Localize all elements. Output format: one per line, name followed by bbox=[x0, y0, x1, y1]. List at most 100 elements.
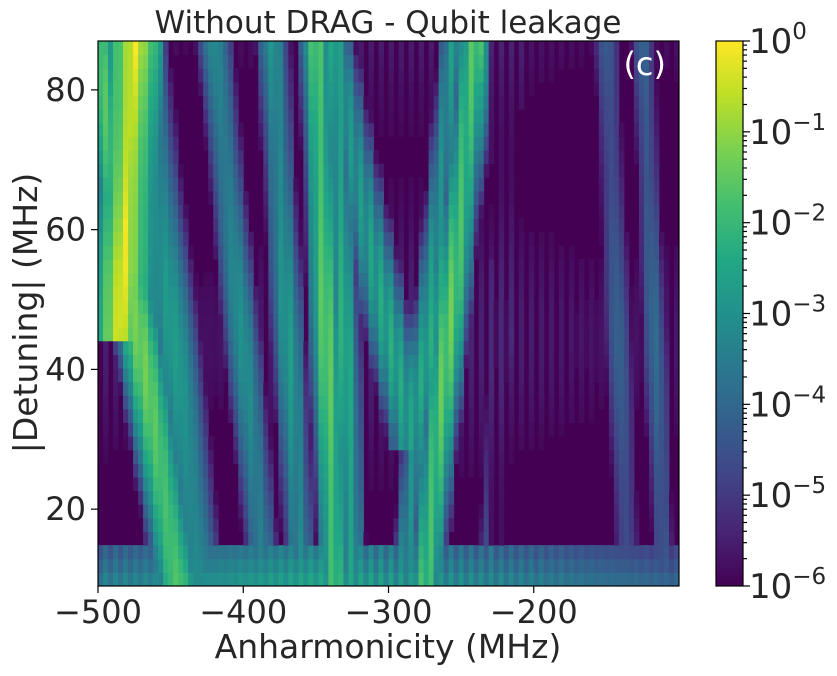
heatmap-cell bbox=[438, 163, 445, 178]
heatmap-cell bbox=[168, 463, 174, 478]
heatmap-cell bbox=[433, 136, 440, 151]
heatmap-cell bbox=[518, 286, 525, 301]
heatmap-cell bbox=[273, 299, 279, 315]
heatmap-cell bbox=[148, 259, 154, 274]
heatmap-cell bbox=[448, 231, 455, 246]
heatmap-cell bbox=[428, 477, 435, 492]
colorbar-tick-label: 10−2 bbox=[749, 201, 826, 244]
heatmap-cell bbox=[313, 190, 319, 206]
heatmap-cell bbox=[393, 299, 400, 315]
heatmap-cell bbox=[308, 41, 314, 56]
heatmap-cell bbox=[603, 68, 610, 83]
heatmap-cell bbox=[573, 545, 580, 560]
heatmap-cell bbox=[168, 449, 174, 464]
heatmap-cell bbox=[118, 259, 124, 274]
heatmap-cell bbox=[353, 41, 359, 56]
heatmap-cell bbox=[348, 490, 354, 505]
heatmap-cell bbox=[633, 150, 640, 165]
heatmap-cell bbox=[268, 95, 274, 110]
heatmap-cell bbox=[213, 204, 219, 219]
heatmap-cell bbox=[483, 477, 490, 492]
heatmap-cell bbox=[463, 299, 470, 315]
heatmap-cell bbox=[128, 95, 134, 110]
heatmap-cell bbox=[283, 517, 289, 533]
heatmap-cell bbox=[658, 231, 665, 246]
heatmap-cell bbox=[313, 477, 319, 492]
heatmap-cell bbox=[163, 449, 169, 464]
heatmap-cell bbox=[528, 272, 535, 287]
heatmap-cell bbox=[283, 190, 289, 206]
heatmap-cell bbox=[358, 449, 364, 464]
heatmap-cell bbox=[378, 408, 384, 424]
heatmap-cell bbox=[258, 81, 264, 97]
heatmap-cell bbox=[178, 368, 184, 383]
heatmap-cell bbox=[408, 299, 415, 315]
heatmap-cell bbox=[363, 299, 369, 315]
heatmap-cell bbox=[103, 81, 109, 97]
heatmap-cell bbox=[233, 286, 239, 301]
heatmap-cell bbox=[198, 422, 204, 437]
heatmap-cell bbox=[433, 449, 440, 464]
heatmap-cell bbox=[218, 354, 224, 369]
heatmap-cell bbox=[283, 286, 289, 301]
heatmap-cell bbox=[438, 422, 445, 437]
heatmap-cell bbox=[253, 299, 259, 315]
heatmap-cell bbox=[338, 150, 344, 165]
heatmap-cell bbox=[153, 408, 159, 424]
heatmap-cell bbox=[338, 449, 344, 464]
heatmap-cell bbox=[143, 259, 149, 274]
heatmap-cell bbox=[613, 408, 620, 424]
heatmap-cell bbox=[653, 422, 660, 437]
heatmap-cell bbox=[363, 313, 369, 328]
heatmap-cell bbox=[433, 545, 440, 560]
heatmap-cell bbox=[148, 150, 154, 165]
heatmap-cell bbox=[363, 286, 369, 301]
heatmap-cell bbox=[468, 177, 475, 192]
heatmap-cell bbox=[373, 340, 379, 355]
heatmap-cell bbox=[113, 259, 119, 274]
heatmap-cell bbox=[623, 354, 630, 369]
heatmap-cell bbox=[668, 558, 675, 573]
heatmap-cell bbox=[373, 354, 379, 369]
heatmap-cell bbox=[313, 68, 319, 83]
heatmap-cell bbox=[658, 313, 665, 328]
heatmap-cell bbox=[143, 381, 149, 396]
heatmap-cell bbox=[478, 340, 485, 355]
heatmap-cell bbox=[428, 150, 435, 165]
heatmap-cell bbox=[303, 395, 309, 410]
heatmap-cell bbox=[423, 408, 430, 424]
heatmap-cell bbox=[363, 572, 369, 586]
heatmap-cell bbox=[318, 572, 324, 586]
heatmap-cell bbox=[418, 408, 425, 424]
heatmap-cell bbox=[443, 299, 450, 315]
heatmap-cell bbox=[358, 517, 364, 533]
heatmap-cell bbox=[318, 204, 324, 219]
heatmap-cell bbox=[328, 231, 334, 246]
heatmap-cell bbox=[318, 218, 324, 233]
heatmap-cell bbox=[298, 531, 304, 546]
heatmap-cell bbox=[233, 177, 239, 192]
heatmap-cell bbox=[233, 313, 239, 328]
heatmap-cell bbox=[193, 531, 199, 546]
heatmap-cell bbox=[323, 436, 329, 451]
heatmap-cell bbox=[448, 204, 455, 219]
heatmap-cell bbox=[113, 299, 119, 315]
heatmap-cell bbox=[238, 572, 244, 586]
heatmap-cell bbox=[503, 354, 510, 369]
heatmap-cell bbox=[638, 231, 645, 246]
heatmap-cell bbox=[598, 68, 605, 83]
heatmap-cell bbox=[283, 408, 289, 424]
heatmap-cell bbox=[143, 272, 149, 287]
heatmap-cell bbox=[328, 259, 334, 274]
heatmap-cell bbox=[168, 436, 174, 451]
heatmap-cell bbox=[223, 272, 229, 287]
heatmap-cell bbox=[98, 572, 104, 586]
heatmap-cell bbox=[163, 531, 169, 546]
heatmap-cell bbox=[503, 340, 510, 355]
heatmap-cell bbox=[283, 81, 289, 97]
heatmap-cell bbox=[383, 436, 389, 451]
heatmap-cell bbox=[428, 41, 435, 56]
heatmap-cell bbox=[368, 449, 374, 464]
heatmap-cell bbox=[108, 545, 114, 560]
heatmap-cell bbox=[333, 313, 339, 328]
